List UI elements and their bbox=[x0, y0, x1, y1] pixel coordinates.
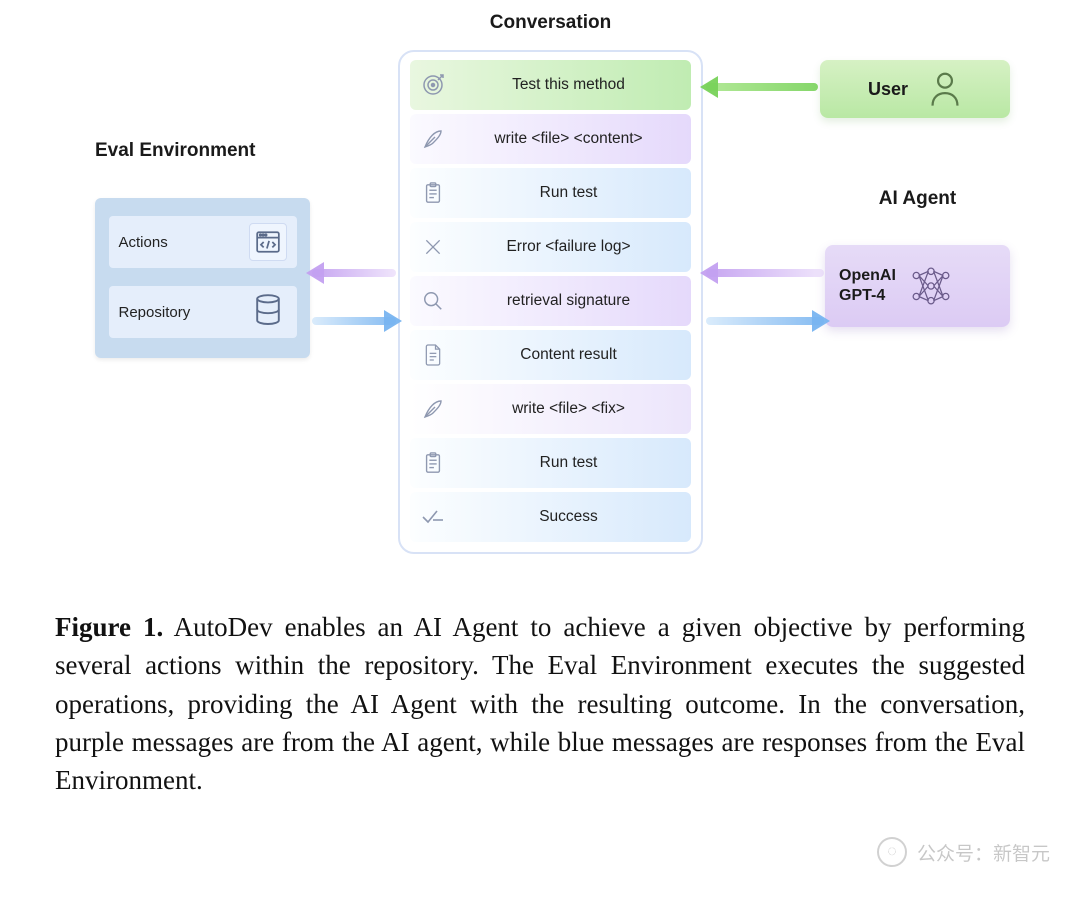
conversation-panel: Test this method write <file> <content> … bbox=[398, 50, 703, 554]
conv-env-runtest-2: Run test bbox=[410, 438, 691, 488]
conv-env-content: Content result bbox=[410, 330, 691, 380]
eval-repository-label: Repository bbox=[119, 304, 249, 321]
feather-icon bbox=[410, 127, 456, 151]
conv-label: write <file> <fix> bbox=[456, 400, 691, 418]
conv-label: Run test bbox=[456, 454, 691, 472]
caption-prefix: Figure 1. bbox=[55, 612, 163, 642]
neural-net-icon bbox=[910, 265, 952, 307]
agent-header: AI Agent bbox=[825, 188, 1010, 210]
document-icon bbox=[410, 343, 456, 367]
conv-label: Test this method bbox=[456, 76, 691, 94]
user-label: User bbox=[868, 79, 908, 100]
wechat-icon: ◌ bbox=[877, 837, 907, 867]
conv-agent-write-1: write <file> <content> bbox=[410, 114, 691, 164]
arrow-conv-to-agent bbox=[706, 316, 824, 326]
conv-label: Content result bbox=[456, 346, 691, 364]
eval-environment-panel: Actions Repository bbox=[95, 198, 310, 358]
user-box: User bbox=[820, 60, 1010, 118]
conv-label: Run test bbox=[456, 184, 691, 202]
search-icon bbox=[410, 290, 456, 312]
conv-label: Error <failure log> bbox=[456, 238, 691, 256]
eval-actions-label: Actions bbox=[119, 234, 249, 251]
feather-icon bbox=[410, 397, 456, 421]
conv-label: retrieval signature bbox=[456, 292, 691, 310]
conv-label: write <file> <content> bbox=[456, 130, 691, 148]
caption-text: AutoDev enables an AI Agent to achieve a… bbox=[55, 612, 1025, 795]
architecture-diagram: Eval Environment Conversation AI Agent A… bbox=[0, 0, 1080, 560]
ai-agent-box: OpenAIGPT-4 bbox=[825, 245, 1010, 327]
conversation-header: Conversation bbox=[398, 12, 703, 34]
watermark-text: 公众号：新智元 bbox=[917, 839, 1050, 866]
check-icon bbox=[410, 508, 456, 526]
watermark: ◌ 公众号：新智元 bbox=[877, 837, 1050, 867]
x-icon bbox=[410, 237, 456, 257]
conv-env-error: Error <failure log> bbox=[410, 222, 691, 272]
arrow-conv-to-eval bbox=[312, 268, 396, 278]
agent-label: OpenAIGPT-4 bbox=[839, 266, 896, 306]
target-icon bbox=[410, 73, 456, 97]
eval-repository-row: Repository bbox=[109, 286, 297, 338]
conv-user-msg: Test this method bbox=[410, 60, 691, 110]
eval-header: Eval Environment bbox=[95, 140, 310, 162]
user-icon bbox=[928, 71, 962, 107]
conv-agent-write-2: write <file> <fix> bbox=[410, 384, 691, 434]
database-icon bbox=[249, 293, 287, 331]
clipboard-icon bbox=[410, 451, 456, 475]
clipboard-icon bbox=[410, 181, 456, 205]
arrow-agent-to-conv bbox=[706, 268, 824, 278]
arrow-eval-to-conv bbox=[312, 316, 396, 326]
conv-label: Success bbox=[456, 508, 691, 526]
conv-agent-retrieve: retrieval signature bbox=[410, 276, 691, 326]
figure-caption: Figure 1. AutoDev enables an AI Agent to… bbox=[55, 608, 1025, 800]
arrow-user-to-conv bbox=[706, 82, 818, 92]
conv-env-success: Success bbox=[410, 492, 691, 542]
eval-actions-row: Actions bbox=[109, 216, 297, 268]
code-window-icon bbox=[249, 223, 287, 261]
conv-env-runtest-1: Run test bbox=[410, 168, 691, 218]
